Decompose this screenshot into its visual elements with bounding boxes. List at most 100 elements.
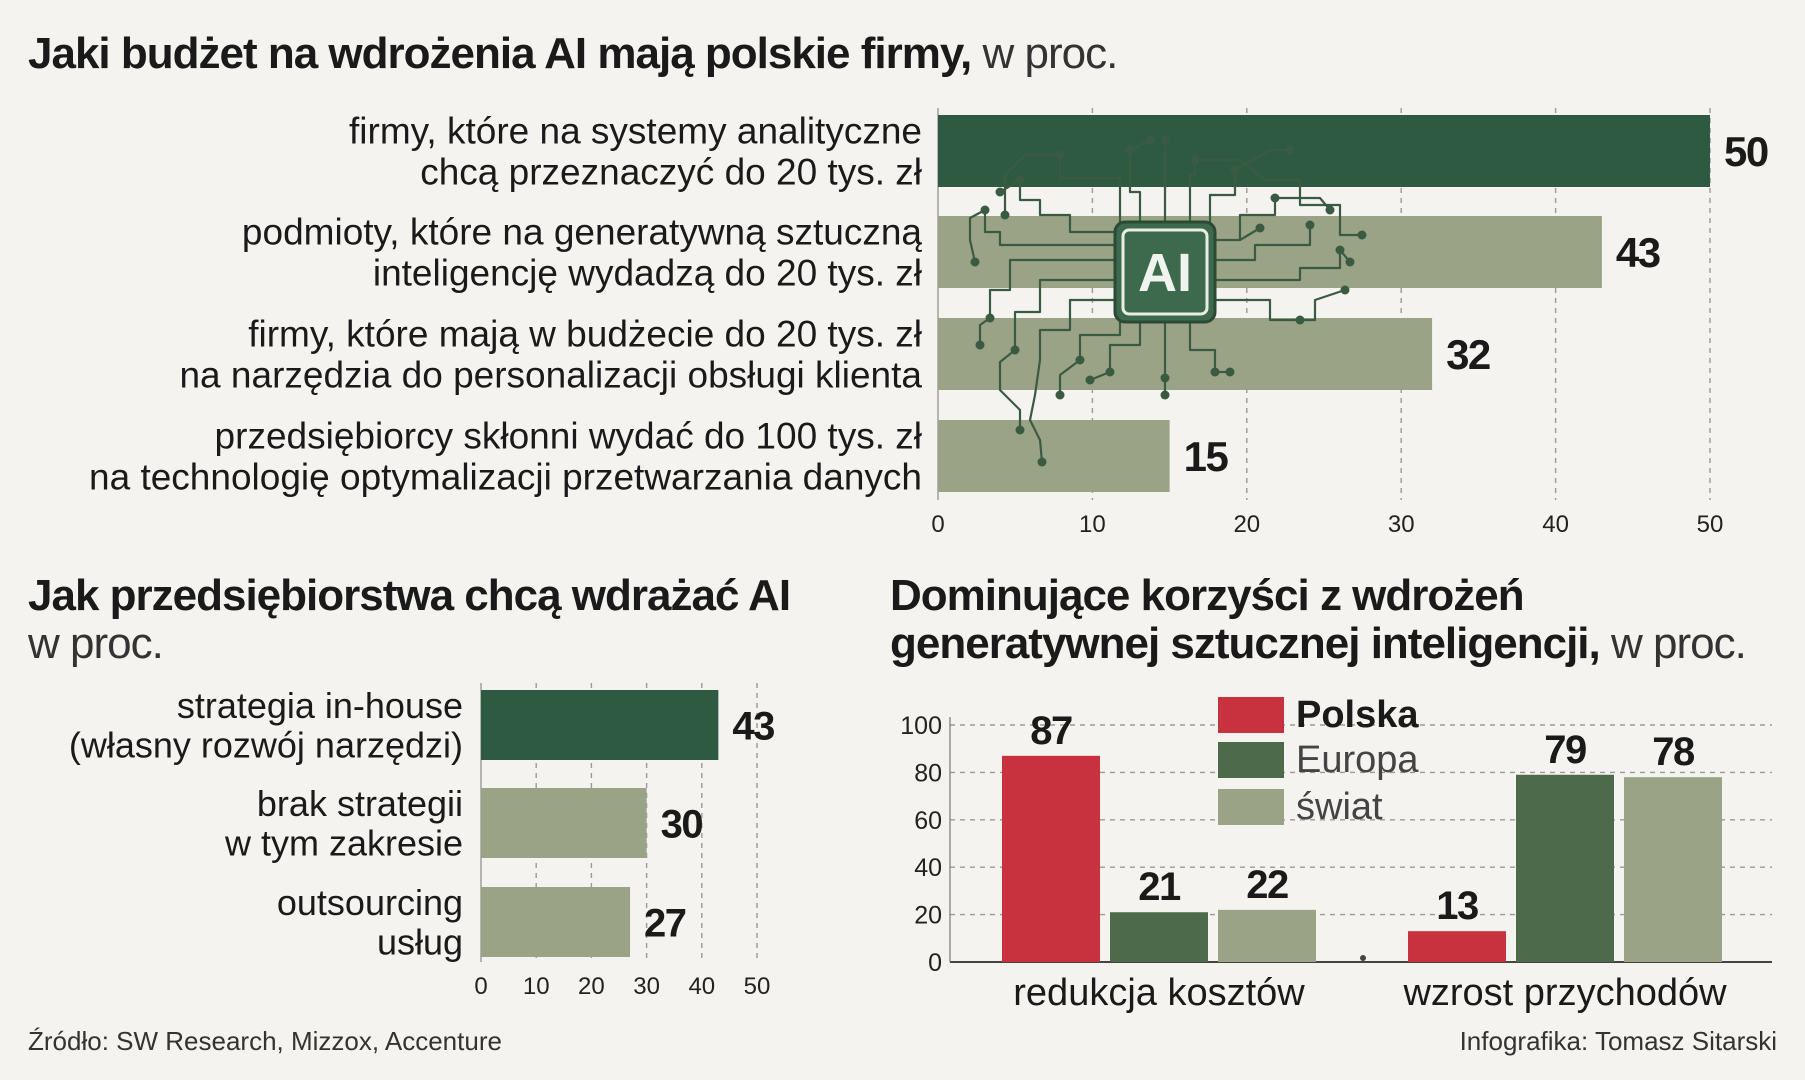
circuit-trace (1058, 155, 1122, 225)
circuit-trace (1210, 198, 1277, 242)
circuit-node (1255, 223, 1265, 233)
benefits-chart-title-unit: w proc. (1599, 619, 1747, 669)
benefits-axis-tick-dot (1360, 955, 1366, 961)
circuit-node (1055, 390, 1065, 400)
legend-label: Polska (1296, 694, 1419, 736)
budget-chart-title: Jaki budżet na wdrożenia AI mają polskie… (28, 29, 1119, 78)
budget-x-tick-label: 40 (1542, 511, 1569, 538)
budget-category-label: chcą przeznaczyć do 20 tys. zł (420, 151, 922, 192)
implementation-bar-value-label: 30 (661, 802, 703, 846)
budget-x-tick-label: 0 (931, 511, 944, 538)
implementation-category-label: strategia in-house (177, 685, 463, 726)
budget-bar (938, 216, 1602, 288)
implementation-category-label: usług (377, 921, 463, 962)
implementation-x-tick-label: 0 (474, 973, 487, 1000)
circuit-trace (1300, 288, 1346, 322)
credit-note: Infografika: Tomasz Sitarski (1459, 1026, 1777, 1056)
implementation-category-label: (własny rozwój narzędzi) (69, 724, 463, 765)
legend-swatch (1218, 742, 1284, 778)
benefits-bar-value-label: 21 (1138, 865, 1181, 909)
circuit-trace (1018, 180, 1120, 234)
budget-x-tick-label: 20 (1233, 511, 1260, 538)
benefits-y-tick-label: 60 (914, 807, 942, 835)
circuit-node (995, 187, 1005, 197)
implementation-x-tick-label: 30 (633, 973, 660, 1000)
implementation-x-tick-label: 20 (578, 973, 605, 1000)
circuit-trace (1210, 250, 1342, 282)
text-layer: 0 10 20 30 40 50 50 firmy, które na systemy ana… (69, 111, 1769, 1014)
circuit-node (1305, 220, 1315, 230)
source-note: Źródło: SW Research, Mizzox, Accenture (28, 1026, 502, 1056)
benefits-bar (1110, 912, 1208, 962)
circuit-trace (1013, 278, 1120, 350)
implementation-chart-title-bold: Jak przedsiębiorstwa chcą wdrażać AI (28, 571, 791, 620)
circuit-trace (978, 317, 991, 345)
benefits-y-tick-label: 20 (914, 902, 942, 930)
circuit-trace (998, 349, 1022, 430)
benefits-bar-value-label: 78 (1652, 730, 1695, 774)
budget-chart-title-unit: w proc. (971, 29, 1119, 78)
implementation-x-tick-label: 10 (523, 973, 550, 1000)
budget-x-tick-label: 30 (1388, 511, 1415, 538)
budget-x-tick-label: 50 (1697, 511, 1724, 538)
benefits-bar (1218, 909, 1316, 962)
implementation-category-label: outsourcing (277, 882, 463, 923)
benefits-chart-title: Dominujące korzyści z wdrożeń generatywn… (890, 571, 1747, 669)
implementation-bar (481, 887, 631, 957)
budget-bar-value-label: 50 (1724, 128, 1768, 175)
circuit-trace (1210, 298, 1300, 322)
ai-chip-label: AI (1138, 243, 1192, 303)
circuit-trace (1188, 320, 1217, 372)
implementation-chart-title: Jak przedsiębiorstwa chcą wdrażać AI w p… (28, 571, 791, 669)
circuit-node (1285, 145, 1295, 155)
budget-category-label: firmy, które mają w budżecie do 20 tys. … (248, 314, 922, 355)
circuit-node (1000, 210, 1010, 220)
circuit-trace (968, 209, 986, 263)
benefits-bar (1002, 755, 1100, 962)
circuit-trace (1208, 170, 1237, 225)
bars-layer (481, 115, 1722, 962)
benefits-category-label: wzrost przychodów (1402, 972, 1727, 1014)
legend-label: świat (1296, 786, 1383, 828)
benefits-bar-value-label: 79 (1544, 728, 1586, 772)
budget-chart-title-bold: Jaki budżet na wdrożenia AI mają polskie… (28, 29, 972, 78)
budget-category-label: na technologię optymalizacji przetwarzan… (89, 456, 922, 497)
budget-category-label: firmy, które na systemy analityczne (349, 111, 922, 152)
benefits-y-tick-label: 40 (914, 854, 942, 882)
benefits-bar-value-label: 22 (1246, 863, 1288, 907)
circuit-trace (1275, 196, 1331, 211)
legend-label: Europa (1296, 739, 1419, 781)
circuit-trace (1028, 298, 1120, 463)
implementation-x-tick-label: 50 (744, 973, 771, 1000)
circuit-trace (1128, 150, 1142, 225)
ai-chip (1113, 220, 1217, 324)
budget-bar (938, 420, 1170, 492)
benefits-bar-value-label: 87 (1030, 709, 1072, 753)
benefits-bar-value-label: 13 (1436, 884, 1478, 928)
budget-category-label: na narzędzia do personalizacji obsługi k… (179, 354, 922, 395)
implementation-bar-value-label: 27 (644, 901, 686, 945)
circuit-trace (1210, 225, 1312, 262)
benefits-y-tick-label: 100 (900, 712, 942, 740)
benefits-y-tick-label: 0 (928, 949, 942, 977)
circuit-node (1345, 257, 1355, 267)
benefits-bar (1624, 777, 1722, 962)
circuit-node (1037, 457, 1047, 467)
legend-swatch (1218, 697, 1284, 733)
circuit-node (1145, 135, 1155, 145)
circuit-node (970, 257, 980, 267)
circuit-trace (1234, 148, 1290, 171)
circuit-node (1325, 205, 1335, 215)
benefits-chart-title-line2: generatywnej sztucznej inteligencji, (890, 619, 1601, 669)
benefits-category-label: redukcja kosztów (1013, 972, 1305, 1014)
circuit-trace (983, 210, 1120, 247)
benefits-chart-title-line1: Dominujące korzyści z wdrożeń (890, 571, 1525, 620)
circuit-trace (1195, 158, 1362, 237)
budget-category-label: inteligencję wydadzą do 20 tys. zł (373, 252, 922, 293)
circuit-node (1160, 135, 1170, 145)
implementation-bar (481, 788, 647, 858)
benefits-bar (1408, 931, 1506, 962)
implementation-bar (481, 690, 719, 760)
benefits-y-tick-label: 80 (914, 759, 942, 787)
